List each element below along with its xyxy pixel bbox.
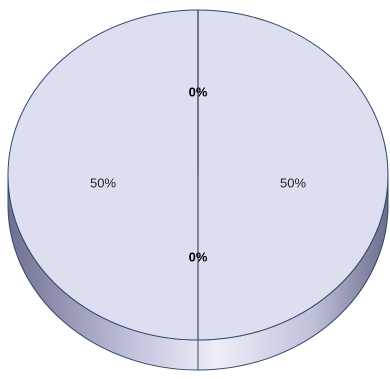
pie-slice-2 (8, 10, 198, 340)
pie-top-layer (8, 10, 388, 340)
pie-divider-layer (7, 9, 389, 341)
pie-slice-label-1: 0% (189, 250, 208, 265)
pie-label-layer: 50% 0% 50% 0% (90, 85, 306, 265)
pie-slice-label-0: 50% (280, 175, 306, 190)
pie-slice-0 (198, 10, 388, 340)
pie-slice-label-3: 0% (189, 85, 208, 100)
pie-slice-label-2: 50% (90, 175, 116, 190)
